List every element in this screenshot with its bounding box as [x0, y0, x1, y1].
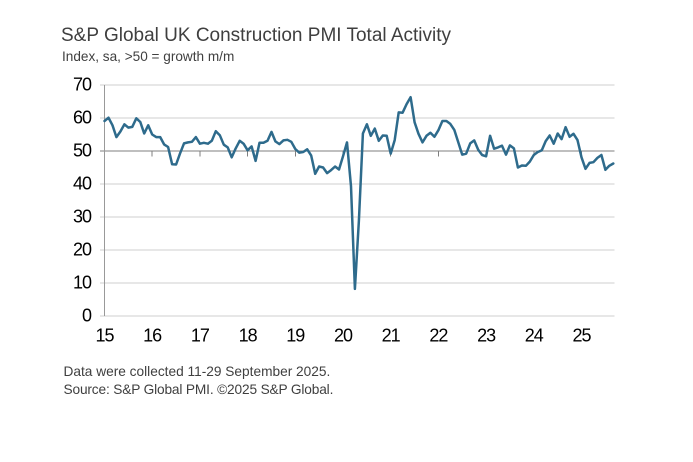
svg-text:20: 20	[73, 240, 92, 260]
svg-text:25: 25	[572, 326, 591, 346]
svg-text:17: 17	[191, 326, 210, 346]
svg-text:60: 60	[73, 108, 92, 128]
svg-text:18: 18	[239, 326, 258, 346]
svg-text:30: 30	[73, 207, 92, 227]
svg-text:Source: S&P Global PMI. ©2025: Source: S&P Global PMI. ©2025 S&P Global…	[64, 382, 334, 397]
svg-text:S&P Global UK Construction PMI: S&P Global UK Construction PMI Total Act…	[61, 25, 452, 46]
svg-text:40: 40	[73, 174, 92, 194]
svg-text:50: 50	[73, 141, 92, 161]
svg-text:21: 21	[382, 326, 401, 346]
svg-text:19: 19	[286, 326, 305, 346]
svg-text:15: 15	[95, 326, 114, 346]
svg-text:70: 70	[73, 75, 92, 95]
svg-text:Index, sa, >50 = growth m/m: Index, sa, >50 = growth m/m	[62, 49, 234, 64]
svg-text:23: 23	[477, 326, 496, 346]
svg-text:24: 24	[525, 326, 544, 346]
svg-text:22: 22	[429, 326, 448, 346]
svg-text:10: 10	[73, 273, 92, 293]
svg-text:20: 20	[334, 326, 353, 346]
svg-text:0: 0	[82, 306, 92, 326]
svg-text:Data were collected 11-29 Sept: Data were collected 11-29 September 2025…	[64, 364, 331, 379]
svg-text:16: 16	[143, 326, 162, 346]
